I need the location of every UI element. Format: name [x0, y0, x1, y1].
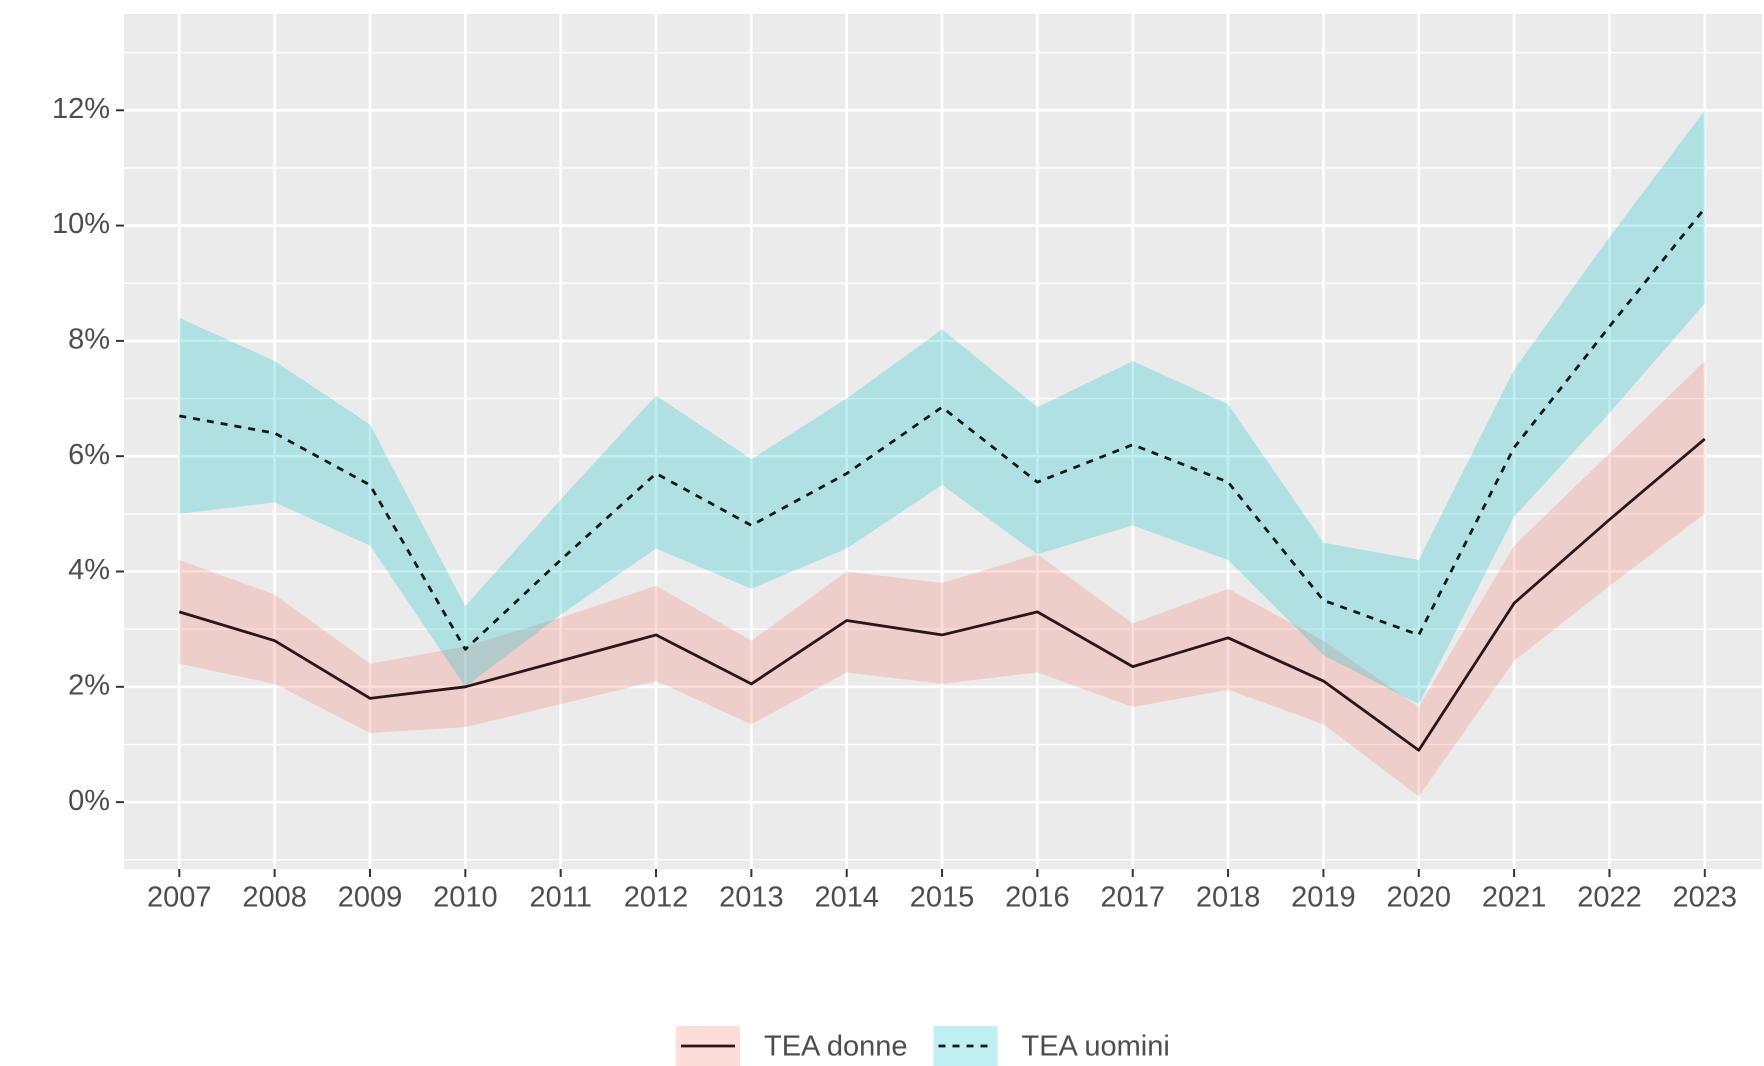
y-tick-label: 2%: [68, 669, 110, 701]
x-tick-label: 2018: [1196, 882, 1261, 914]
y-tick-label: 0%: [68, 785, 110, 817]
x-tick-label: 2010: [433, 882, 498, 914]
y-tick-label: 4%: [68, 554, 110, 586]
x-tick-label: 2017: [1100, 882, 1165, 914]
legend-label: TEA donne: [764, 1031, 908, 1063]
legend-label: TEA uomini: [1022, 1031, 1170, 1063]
confidence-band: [179, 110, 1705, 705]
x-tick-label: 2020: [1387, 882, 1452, 914]
x-tick-label: 2013: [719, 882, 784, 914]
x-tick-label: 2023: [1673, 882, 1738, 914]
x-tick-label: 2012: [624, 882, 689, 914]
confidence-band: [179, 361, 1705, 797]
x-tick-label: 2022: [1577, 882, 1642, 914]
x-tick-label: 2007: [147, 882, 212, 914]
legend: TEA donne TEA uomini: [676, 1026, 1170, 1066]
y-tick-label: 12%: [52, 93, 110, 125]
x-tick-label: 2015: [910, 882, 975, 914]
y-tick-label: 10%: [52, 208, 110, 240]
y-tick-label: 6%: [68, 439, 110, 471]
x-tick-label: 2009: [338, 882, 403, 914]
x-tick-label: 2008: [242, 882, 307, 914]
x-tick-label: 2016: [1005, 882, 1070, 914]
series-line: [178, 437, 1706, 752]
x-tick-label: 2011: [529, 882, 591, 914]
x-tick-label: 2021: [1482, 882, 1547, 914]
y-tick-label: 8%: [68, 324, 110, 356]
x-tick-label: 2019: [1291, 882, 1356, 914]
x-tick-label: 2014: [814, 882, 879, 914]
